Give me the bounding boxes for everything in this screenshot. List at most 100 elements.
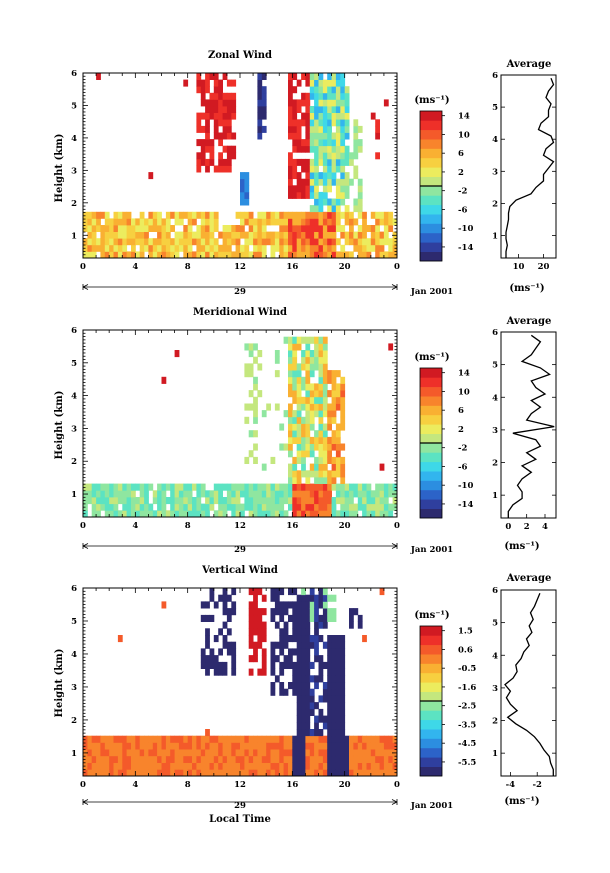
heatmap-cell (301, 661, 306, 669)
heatmap-cell (192, 755, 197, 763)
heatmap-cell (205, 218, 210, 226)
heatmap-cell (318, 695, 324, 703)
heatmap-cell (100, 483, 106, 491)
heatmap-cell (200, 231, 206, 239)
heatmap-cell (296, 396, 302, 404)
heatmap-cell (104, 231, 110, 239)
colorbar-swatch (420, 626, 442, 636)
heatmap-cell (283, 661, 289, 669)
heatmap-cell (279, 423, 285, 431)
heatmap-cell (96, 238, 101, 246)
heatmap-cell (301, 490, 306, 498)
heatmap-cell (274, 231, 280, 239)
heatmap-cell (370, 503, 376, 511)
heatmap-cell (292, 621, 298, 629)
heatmap-cell (244, 185, 250, 193)
profile-x-tick-label: -2 (532, 780, 542, 790)
heatmap-cell (301, 403, 306, 411)
heatmap-cell (196, 251, 202, 259)
profile-frame (500, 74, 557, 259)
heatmap-cell (331, 251, 337, 259)
heatmap-cell (318, 483, 324, 491)
colorbar-tick-label: -0.5 (458, 664, 476, 674)
x-tick-label: 0 (394, 780, 400, 790)
heatmap-cell (257, 608, 263, 616)
heatmap-cell (288, 376, 293, 384)
heatmap-cell (353, 735, 359, 743)
heatmap-cell (357, 139, 363, 147)
heatmap-cell (309, 383, 315, 391)
heatmap-cell (314, 456, 319, 464)
heatmap-cell (314, 436, 319, 444)
heatmap-cell (139, 238, 145, 246)
heatmap-cell (248, 510, 254, 518)
heatmap-cell (274, 742, 280, 750)
heatmap-cell (148, 769, 154, 777)
heatmap-cell (288, 749, 293, 757)
heatmap-cell (183, 769, 189, 777)
heatmap-cell (331, 416, 337, 424)
heatmap-cell (383, 218, 389, 226)
heatmap-cell (383, 225, 389, 232)
heatmap-cell (261, 648, 267, 656)
heatmap-cell (340, 383, 346, 391)
heatmap-cell (253, 403, 258, 411)
heatmap-cell (327, 238, 332, 246)
heatmap-cell (131, 769, 136, 777)
heatmap-cell (139, 490, 145, 498)
profile-y-tick-label: 5 (492, 619, 498, 629)
heatmap-cell (366, 510, 372, 518)
heatmap-cell (279, 608, 285, 616)
x-tick-label: 16 (286, 780, 298, 790)
heatmap-cell (296, 370, 302, 378)
heatmap-cell (322, 139, 328, 147)
heatmap-cell (322, 443, 328, 451)
heatmap-cell (344, 191, 350, 199)
heatmap-cell (335, 456, 341, 464)
heatmap-cell (135, 742, 141, 750)
heatmap-cell (305, 655, 311, 663)
heatmap-cell (222, 106, 228, 113)
heatmap-cell (248, 588, 254, 596)
x-tick-label: 20 (339, 262, 351, 272)
heatmap-cell (196, 510, 202, 518)
heatmap-cell (357, 735, 363, 743)
heatmap-cell (353, 762, 359, 770)
heatmap-cell (200, 510, 206, 518)
heatmap-cell (331, 390, 337, 398)
heatmap-cell (144, 749, 149, 757)
heatmap-cell (109, 231, 114, 239)
heatmap-cell (253, 416, 258, 424)
heatmap-cell (322, 99, 328, 107)
heatmap-cell (187, 225, 193, 232)
y-axis-label: Height (km) (54, 134, 65, 203)
heatmap-cell (165, 762, 171, 770)
date-month-label: Jan 2001 (410, 545, 453, 555)
heatmap-cell (327, 749, 332, 757)
heatmap-cell (283, 483, 289, 491)
heatmap-cell (305, 343, 311, 351)
heatmap-cell (375, 742, 380, 750)
heatmap-cell (244, 231, 250, 239)
heatmap-cell (274, 675, 280, 683)
heatmap-cell (292, 86, 298, 94)
heatmap-cell (222, 762, 228, 770)
heatmap-cell (301, 588, 306, 596)
heatmap-cell (126, 510, 132, 518)
heatmap-cell (257, 742, 263, 750)
colorbar-swatch (420, 223, 442, 234)
heatmap-cell (187, 231, 193, 239)
heatmap-cell (288, 251, 293, 259)
heatmap-cell (131, 749, 136, 757)
heatmap-cell (314, 430, 319, 438)
heatmap-cell (161, 244, 167, 252)
heatmap-cell (331, 503, 337, 511)
heatmap-cell (235, 231, 241, 239)
heatmap-cell (375, 749, 380, 757)
heatmap-cell (178, 503, 184, 511)
heatmap-cell (261, 125, 267, 133)
heatmap-cell (231, 497, 237, 505)
heatmap-cell (165, 218, 171, 226)
heatmap-cell (257, 769, 263, 777)
heatmap-cell (335, 383, 341, 391)
